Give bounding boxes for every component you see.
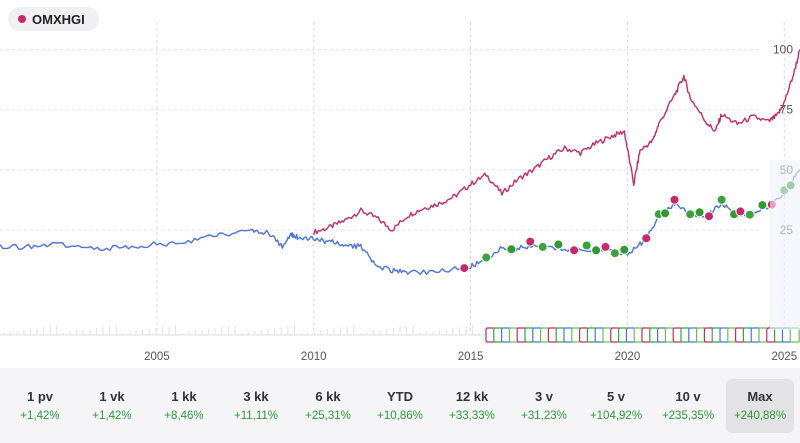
series-color-dot	[18, 15, 26, 23]
event-marker	[459, 263, 470, 274]
period-label: 1 pv	[26, 389, 53, 404]
period-change: +8,46%	[164, 410, 204, 422]
event-marker	[600, 241, 611, 252]
period-change: +240,88%	[733, 410, 787, 422]
event-marker	[619, 244, 630, 255]
event-marker	[735, 206, 746, 217]
index-chip-label: OMXHGI	[32, 11, 85, 27]
period-change: +11,11%	[233, 410, 278, 422]
x-tick-label: 2005	[144, 351, 170, 363]
period-label: 10 v	[675, 389, 701, 404]
event-marker	[591, 245, 602, 256]
price-chart[interactable]: 20052010201520202025255075100	[0, 0, 800, 368]
event-marker	[757, 200, 768, 211]
event-marker	[694, 207, 705, 218]
period-3v[interactable]: 3 v +31,23%	[510, 379, 578, 433]
report-flag	[789, 327, 800, 343]
event-marker	[660, 208, 671, 219]
x-tick-label: 2020	[615, 351, 641, 363]
period-change: +33,33%	[449, 410, 495, 422]
event-marker	[669, 194, 680, 205]
event-marker	[744, 209, 755, 220]
event-marker	[609, 248, 620, 259]
period-max[interactable]: Max +240,88%	[726, 378, 794, 433]
period-12kk[interactable]: 12 kk +33,33%	[438, 379, 506, 433]
event-marker	[716, 194, 727, 205]
period-change: +235,35%	[661, 410, 715, 422]
x-tick-label: 2025	[772, 351, 798, 363]
latest-shade	[770, 160, 800, 330]
event-marker	[537, 241, 548, 252]
event-marker	[481, 252, 492, 263]
period-change: +10,86%	[377, 410, 423, 422]
period-10v[interactable]: 10 v +235,35%	[654, 379, 722, 433]
period-1kk[interactable]: 1 kk +8,46%	[150, 379, 218, 433]
event-marker	[569, 245, 580, 256]
event-marker	[525, 236, 536, 247]
event-marker	[704, 211, 714, 222]
period-label: 5 v	[606, 389, 626, 404]
period-label: 1 kk	[171, 389, 197, 404]
period-change: +1,42%	[20, 410, 60, 422]
x-tick-label: 2015	[458, 351, 484, 363]
period-label: YTD	[387, 389, 413, 404]
period-3kk[interactable]: 3 kk +11,11%	[222, 379, 290, 433]
index-chip[interactable]: OMXHGI	[8, 7, 99, 31]
period-6kk[interactable]: 6 kk +25,31%	[294, 379, 362, 433]
period-selector: 1 pv +1,42% 1 vk +1,42% 1 kk +8,46% 3 kk +11…	[0, 368, 800, 443]
period-change: +25,31%	[305, 410, 351, 422]
event-marker	[553, 239, 564, 250]
period-label: 3 v	[534, 389, 554, 404]
period-label: Max	[747, 389, 773, 404]
period-1pv[interactable]: 1 pv +1,42%	[6, 379, 74, 433]
period-change: +1,42%	[92, 410, 132, 422]
series-line	[313, 49, 800, 236]
period-ytd[interactable]: YTD +10,86%	[366, 379, 434, 433]
period-change: +31,23%	[521, 410, 567, 422]
period-label: 12 kk	[455, 389, 489, 404]
period-5v[interactable]: 5 v +104,92%	[582, 379, 650, 433]
period-change: +104,92%	[589, 410, 643, 422]
event-marker	[581, 240, 592, 251]
y-tick-label: 100	[773, 43, 793, 57]
period-label: 6 kk	[315, 389, 341, 404]
event-marker	[641, 233, 652, 244]
event-marker	[506, 244, 517, 255]
x-tick-label: 2010	[301, 351, 327, 363]
y-tick-label: 75	[780, 103, 794, 117]
period-label: 1 vk	[99, 389, 125, 404]
event-marker	[685, 209, 696, 220]
period-1vk[interactable]: 1 vk +1,42%	[78, 379, 146, 433]
period-label: 3 kk	[243, 389, 269, 404]
